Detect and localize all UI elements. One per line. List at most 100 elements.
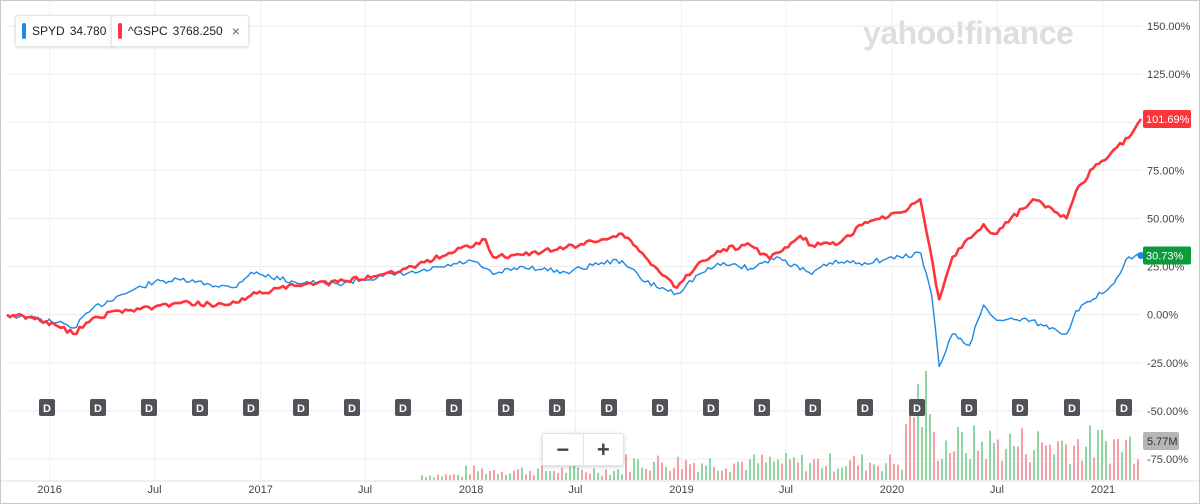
volume-bar [857, 465, 859, 480]
volume-bar [809, 463, 811, 480]
volume-bar [973, 425, 975, 480]
x-tick-label: Jul [148, 484, 162, 496]
legend-symbol: SPYD [32, 24, 65, 38]
volume-bar [881, 471, 883, 480]
volume-bar [957, 426, 959, 480]
volume-bar [701, 463, 703, 480]
dividend-marker-label: D [43, 403, 51, 415]
volume-bar [737, 461, 739, 480]
volume-bar [1101, 429, 1103, 480]
volume-bar [929, 414, 931, 480]
close-icon[interactable]: × [231, 23, 240, 39]
legend-gspc[interactable]: ^GSPC 3768.250 × [111, 15, 249, 47]
volume-bar [1077, 439, 1079, 480]
volume-bar [1061, 440, 1063, 480]
volume-bar [553, 470, 555, 480]
dividend-marker [243, 399, 259, 416]
dividend-marker-label: D [605, 403, 613, 415]
volume-bar [1041, 442, 1043, 480]
series-end-point [1137, 252, 1145, 260]
gridlines [1, 1, 1199, 482]
volume-bar [837, 468, 839, 480]
dividend-marker-label: D [1016, 403, 1024, 415]
zoom-in-button[interactable]: + [582, 434, 624, 465]
series-line-spyd [6, 251, 1142, 368]
y-tick-label: 0.00% [1147, 310, 1178, 322]
volume-bar [641, 467, 643, 480]
dividend-marker [961, 399, 977, 416]
volume-bar [713, 466, 715, 480]
volume-bar [877, 465, 879, 480]
volume-bar [849, 460, 851, 480]
volume-bar [457, 474, 459, 480]
volume-bar [961, 432, 963, 480]
volume-bar [789, 459, 791, 480]
volume-bar [605, 469, 607, 480]
volume-bar [893, 464, 895, 480]
volume-bar [1121, 452, 1123, 480]
volume-bar [653, 461, 655, 480]
x-tick-label: 2020 [880, 484, 904, 496]
volume-bar [1105, 441, 1107, 480]
y-axis: 150.00%125.00%100.00%75.00%50.00%25.00%0… [1147, 21, 1191, 466]
volume-bar [1025, 454, 1027, 480]
volume-bar [841, 467, 843, 480]
volume-bar [721, 470, 723, 480]
dividend-marker [1064, 399, 1080, 416]
dividend-marker-label: D [656, 403, 664, 415]
volume-bar [981, 441, 983, 480]
volume-bar [633, 458, 635, 480]
x-tick-label: 2017 [248, 484, 272, 496]
volume-bar [1125, 440, 1127, 480]
volume-bar [685, 459, 687, 480]
volume-bar [1033, 450, 1035, 480]
volume-bar [573, 465, 575, 480]
volume-bar [581, 469, 583, 480]
volume-bar [557, 472, 559, 480]
volume-bar [509, 473, 511, 480]
volume-bar [585, 472, 587, 480]
volume-bar [1009, 433, 1011, 480]
volume-bar [741, 461, 743, 480]
zoom-controls: − + [542, 433, 624, 466]
volume-bar [429, 475, 431, 480]
volume-bar [825, 466, 827, 480]
volume-bar [909, 400, 911, 480]
volume-bar [421, 475, 423, 480]
dividend-marker-label: D [1068, 403, 1076, 415]
volume-bar [785, 453, 787, 480]
dividend-marker [141, 399, 157, 416]
dividend-marker [805, 399, 821, 416]
dividend-marker [39, 399, 55, 416]
volume-bar [465, 465, 467, 480]
volume-bar [977, 450, 979, 480]
volume-bar [545, 471, 547, 480]
volume-label-badge [1143, 432, 1179, 450]
volume-bar [441, 476, 443, 480]
dividend-marker-label: D [247, 403, 255, 415]
dividend-marker-label: D [861, 403, 869, 415]
dividend-marker [703, 399, 719, 416]
dividend-marker [498, 399, 514, 416]
dividend-marker [1116, 399, 1132, 416]
zoom-out-button[interactable]: − [556, 436, 570, 462]
volume-bar [1021, 428, 1023, 480]
dividend-marker-label: D [553, 403, 561, 415]
volume-bar [629, 471, 631, 480]
volume-bar [505, 474, 507, 480]
series-line-gspc [6, 118, 1143, 336]
volume-bar [997, 439, 999, 480]
volume-bar [601, 475, 603, 480]
volume-bar [757, 463, 759, 480]
volume-bar [597, 472, 599, 480]
dividend-marker-label: D [758, 403, 766, 415]
x-tick-label: Jul [990, 484, 1004, 496]
volume-bar [1053, 454, 1055, 480]
legend-spyd[interactable]: SPYD 34.780 [15, 15, 116, 47]
volume-bar [705, 465, 707, 480]
volume-bar [617, 469, 619, 480]
volume-bar [985, 459, 987, 480]
dividend-marker-label: D [707, 403, 715, 415]
volume-bar [777, 459, 779, 480]
